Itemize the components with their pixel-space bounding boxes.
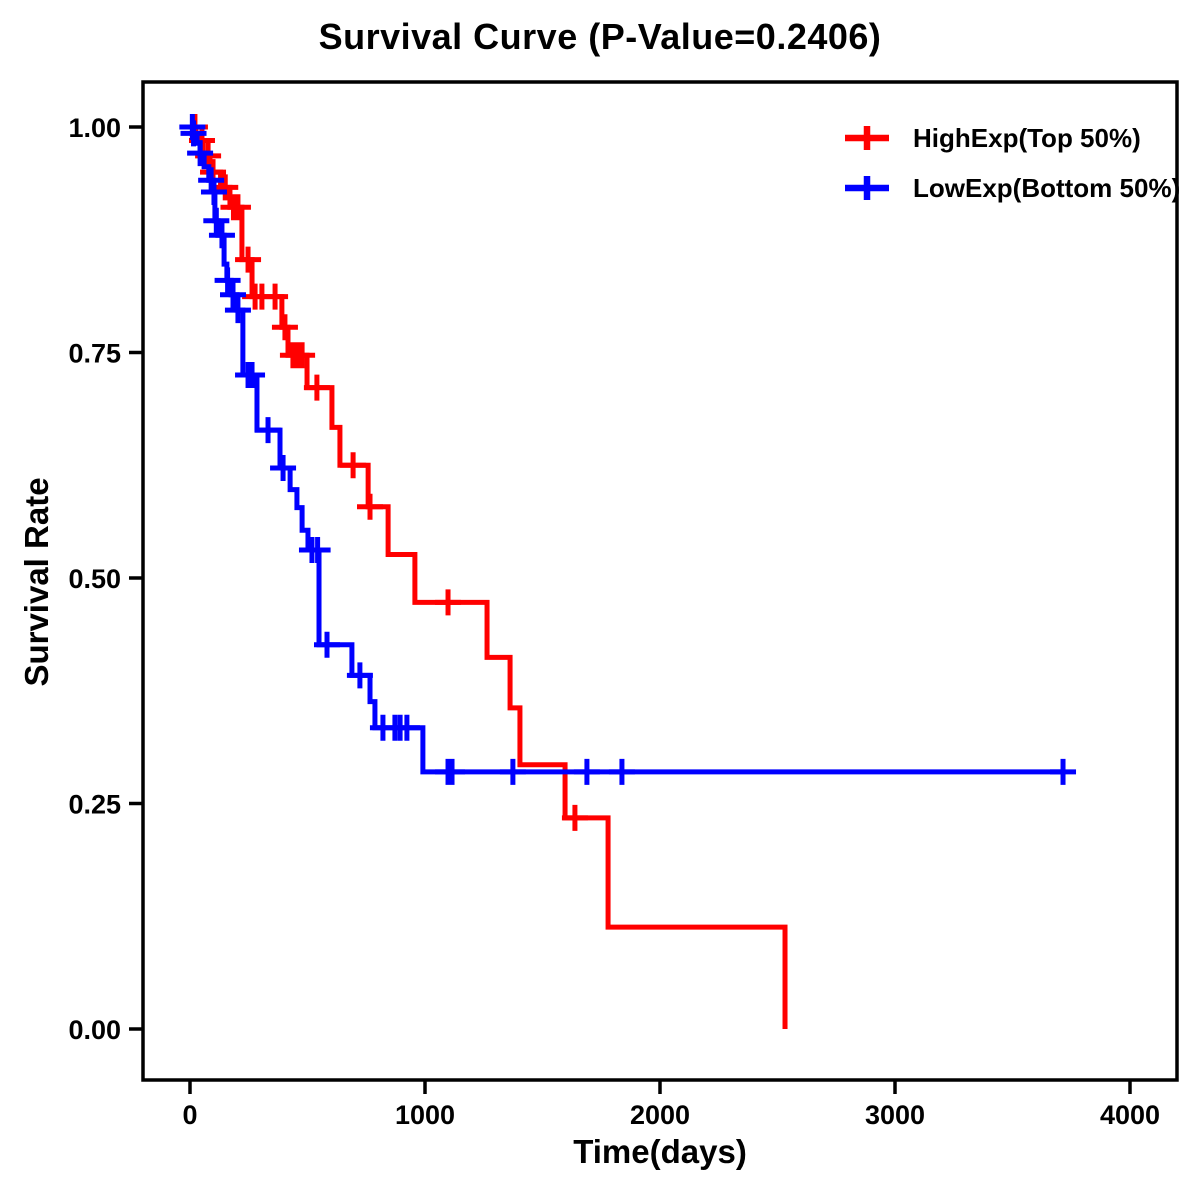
x-tick-label: 2000: [630, 1100, 690, 1130]
legend-label-highexp: HighExp(Top 50%): [913, 122, 1141, 153]
plus-marker-icon: [845, 176, 889, 200]
legend-item-lowexp: LowExp(Bottom 50%): [843, 173, 1180, 203]
y-tick-label: 0.75: [68, 339, 121, 369]
y-tick-label: 0.50: [68, 564, 121, 594]
x-tick-label: 3000: [865, 1100, 925, 1130]
y-tick-label: 0.25: [68, 790, 121, 820]
x-tick-label: 1000: [395, 1100, 455, 1130]
x-tick-label: 0: [182, 1100, 197, 1130]
x-axis-label: Time(days): [573, 1133, 747, 1170]
lowexp-censor-marks: [179, 114, 1077, 785]
legend-label-lowexp: LowExp(Bottom 50%): [913, 172, 1181, 203]
legend-item-highexp: HighExp(Top 50%): [843, 123, 1180, 153]
y-tick-label: 1.00: [68, 113, 121, 143]
plus-marker-icon: [845, 126, 889, 150]
legend: HighExp(Top 50%) LowExp(Bottom 50%): [843, 123, 1180, 223]
chart-title: Survival Curve (P-Value=0.2406): [318, 16, 882, 57]
plot-frame: [141, 80, 1179, 1082]
y-tick-label: 0.00: [68, 1015, 121, 1045]
highexp-curve: [190, 124, 788, 1029]
x-tick-label: 4000: [1100, 1100, 1160, 1130]
lowexp-curve: [190, 124, 1064, 775]
